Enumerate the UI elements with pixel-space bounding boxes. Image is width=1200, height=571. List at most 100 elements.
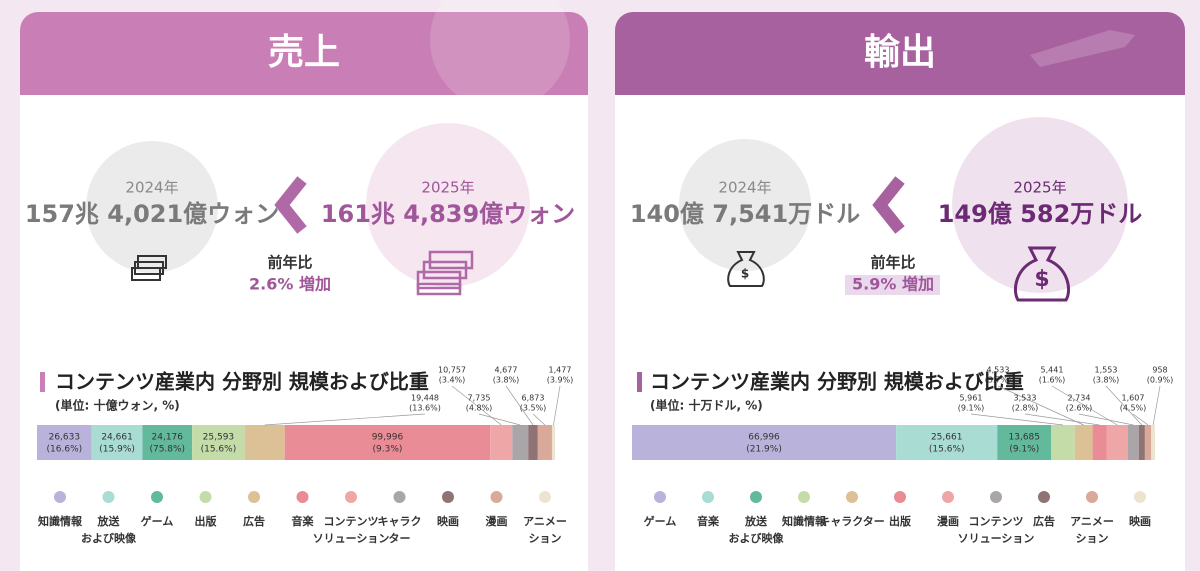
legend-dot — [151, 491, 163, 503]
share-label: (9.3%) — [373, 445, 403, 455]
bar-segment — [632, 425, 897, 460]
value-label: 5,441 — [1041, 366, 1064, 375]
icon-glyph: $ — [741, 267, 749, 281]
money-icon — [416, 250, 474, 296]
legend-dot — [654, 491, 666, 503]
value-label: 13,685 — [1009, 433, 1041, 443]
leader-line — [970, 413, 1064, 426]
unit: (単位: 十万ドル, %) — [650, 398, 763, 413]
value-label: 10,757 — [438, 366, 466, 375]
leader-line — [478, 413, 521, 426]
panel-title: 輸出 — [864, 32, 936, 73]
share-label: (21.9%) — [746, 445, 782, 455]
legend-label: 漫画 — [937, 514, 959, 528]
value-label: 1,553 — [1095, 366, 1118, 375]
bar-segment — [1151, 425, 1155, 460]
legend-label: コンテンツ — [969, 515, 1024, 528]
value-label: 19,448 — [411, 394, 439, 403]
change-value: 2.6% 増加 — [249, 275, 331, 294]
share-label: (3.4%) — [439, 376, 466, 385]
title-marker — [40, 372, 45, 392]
legend-label: キャラクター — [819, 515, 885, 528]
legend-dot — [894, 491, 906, 503]
legend-label: 知識情報 — [781, 514, 827, 528]
value-label: 24,176 — [152, 433, 184, 443]
legend-dot — [846, 491, 858, 503]
share-label: (2.8%) — [1012, 404, 1039, 413]
amount: 140億 7,541万ドル — [630, 200, 860, 228]
share-label: (15.6%) — [201, 445, 237, 455]
value-label: 26,633 — [49, 433, 81, 443]
leader-line — [1152, 385, 1161, 426]
chart-title: コンテンツ産業内 分野別 規模および比重 — [55, 370, 429, 394]
value-label: 66,996 — [748, 433, 780, 443]
legend-label: ター — [389, 532, 411, 545]
chevron — [274, 176, 307, 234]
value-label: 25,593 — [203, 433, 235, 443]
legend-label: および映像 — [81, 531, 137, 545]
legend-dot — [702, 491, 714, 503]
bar-segment — [896, 425, 998, 460]
leader-line — [997, 385, 1084, 426]
bar-segment — [1127, 425, 1139, 460]
legend-label: ション — [529, 532, 562, 545]
value-label: 5,961 — [960, 394, 983, 403]
bar-segment — [1144, 425, 1152, 460]
legend-dot — [393, 491, 406, 503]
legend-dot — [750, 491, 762, 503]
bar-segment — [91, 425, 143, 460]
bar-segment — [284, 425, 491, 460]
share-label: (1.6%) — [1039, 376, 1066, 385]
legend-dot — [248, 491, 260, 503]
legend-label: ゲーム — [141, 514, 174, 528]
bar-segment — [192, 425, 245, 460]
leader-line — [553, 385, 561, 426]
change-label: 前年比 — [267, 254, 312, 272]
legend-label: ソリューション — [313, 532, 390, 545]
legend-dot — [990, 491, 1002, 503]
panel-header — [20, 12, 588, 95]
legend-label: アニメー — [1070, 515, 1114, 528]
bar-segment — [512, 425, 529, 460]
legend-dot — [942, 491, 954, 503]
bar-segment — [551, 425, 555, 460]
bar-segment — [997, 425, 1052, 460]
share-label: (4.5%) — [1120, 404, 1147, 413]
legend-label: 漫画 — [486, 514, 508, 528]
value-label: 25,661 — [931, 433, 963, 443]
legend-dot — [798, 491, 810, 503]
legend-label: ゲーム — [644, 514, 677, 528]
bar-segment — [490, 425, 513, 460]
share-label: (13.6%) — [409, 404, 441, 413]
bar-segment — [537, 425, 552, 460]
leader-line — [505, 385, 534, 426]
unit: (単位: 十億ウォン, %) — [55, 398, 180, 413]
share-label: (9.1%) — [1009, 445, 1039, 455]
icon-glyph: $ — [1034, 267, 1049, 292]
legend-label: 出版 — [195, 514, 217, 528]
legend-dot — [1134, 491, 1146, 503]
legend-dot — [1038, 491, 1050, 503]
legend-label: および映像 — [729, 531, 785, 545]
panel-title: 売上 — [268, 32, 340, 73]
legend-label: 音楽 — [697, 514, 720, 528]
legend-label: 広告 — [1033, 514, 1055, 528]
leader-line — [264, 413, 426, 426]
leader-line — [1132, 413, 1149, 426]
share-label: (3.7%) — [985, 376, 1012, 385]
legend-label: 映画 — [1129, 514, 1151, 528]
legend-label: 知識情報 — [37, 514, 83, 528]
bar-segment — [1138, 425, 1145, 460]
legend-dot — [296, 491, 309, 503]
bar-segment — [37, 425, 92, 460]
money-icon — [131, 255, 167, 281]
leader-line — [1051, 385, 1118, 426]
change-value: 5.9% 増加 — [852, 275, 934, 294]
highlight — [845, 275, 940, 295]
circle — [366, 123, 530, 287]
bar-segment — [1106, 425, 1128, 460]
legend-label: コンテンツ — [324, 515, 379, 528]
leader-line — [1024, 413, 1100, 426]
